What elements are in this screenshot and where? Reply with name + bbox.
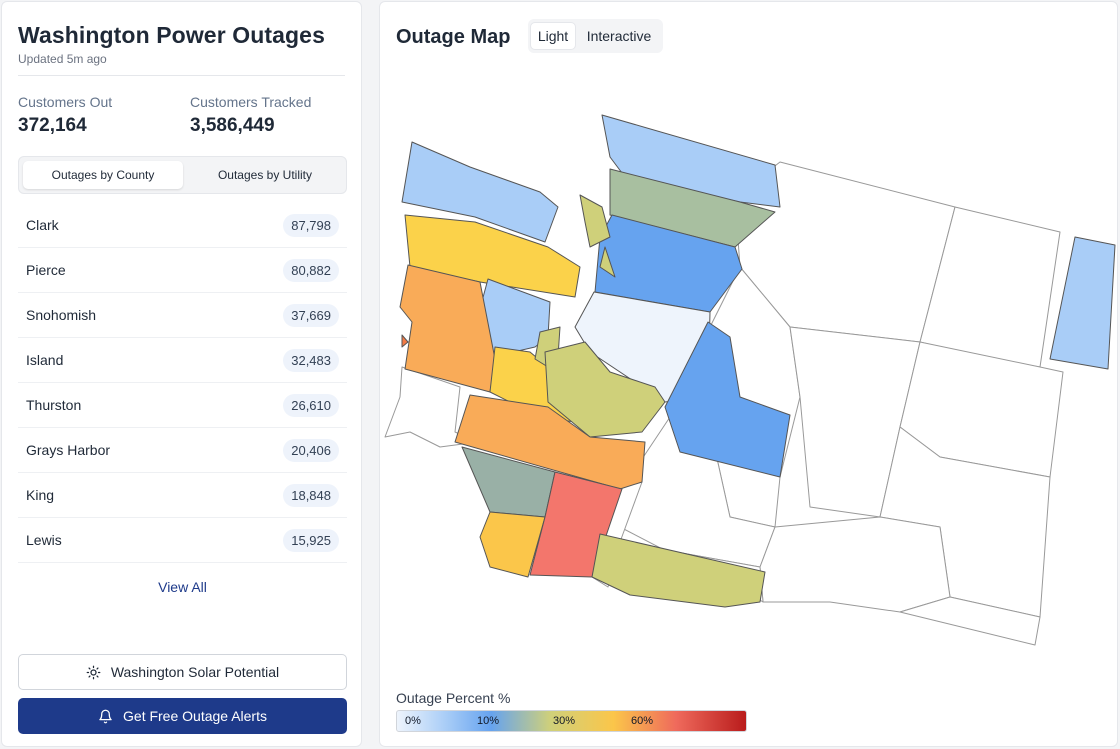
county-pierce[interactable] xyxy=(664,321,791,478)
list-item[interactable]: Thurston 26,610 xyxy=(18,383,347,428)
updated-time: Updated 5m ago xyxy=(18,52,107,66)
washington-county-map[interactable] xyxy=(380,97,1119,657)
map-title: Outage Map xyxy=(396,26,511,48)
county-island[interactable] xyxy=(579,194,616,278)
outage-percent-legend: 0% 10% 30% 60% xyxy=(396,710,747,732)
outage-summary-panel: Washington Power Outages Updated 5m ago … xyxy=(1,1,362,747)
solar-button-label: Washington Solar Potential xyxy=(110,664,280,680)
county-clallam[interactable] xyxy=(401,141,559,243)
county-garfield-asotin[interactable] xyxy=(899,596,1041,646)
list-item[interactable]: Grays Harbor 20,406 xyxy=(18,428,347,473)
sun-icon xyxy=(86,665,101,679)
list-item[interactable]: Pierce 80,882 xyxy=(18,248,347,293)
stat-label: Customers Out xyxy=(18,94,113,110)
county-pacific-wahkiakum[interactable] xyxy=(384,366,479,448)
outage-tabs: Outages by County Outages by Utility xyxy=(18,156,347,194)
list-item[interactable]: Island 32,483 xyxy=(18,338,347,383)
legend-tick: 10% xyxy=(477,715,500,727)
alerts-button-label: Get Free Outage Alerts xyxy=(123,708,267,724)
legend-tick: 30% xyxy=(553,715,576,727)
county-cowlitz[interactable] xyxy=(454,394,646,490)
outage-map-panel: Outage Map Light Interactive xyxy=(379,1,1118,747)
county-benton-franklin[interactable] xyxy=(759,516,951,613)
stat-customers-out: Customers Out 372,164 xyxy=(18,94,112,137)
list-item[interactable]: Snohomish 37,669 xyxy=(18,293,347,338)
tab-outages-by-county[interactable]: Outages by County xyxy=(23,161,183,189)
county-name: Thurston xyxy=(26,397,82,413)
outage-count-badge: 37,669 xyxy=(283,303,339,327)
county-name: Grays Harbor xyxy=(26,442,111,458)
outage-count-badge: 18,848 xyxy=(283,483,339,507)
county-list: Clark 87,798 Pierce 80,882 Snohomish 37,669… xyxy=(18,203,347,563)
county-lewis[interactable] xyxy=(544,341,666,438)
outage-alerts-button[interactable]: Get Free Outage Alerts xyxy=(18,698,347,734)
outage-count-badge: 80,882 xyxy=(283,258,339,282)
county-pend-oreille[interactable] xyxy=(1049,236,1116,370)
county-pacific[interactable] xyxy=(401,334,409,348)
page-title: Washington Power Outages xyxy=(18,22,325,48)
interactive-mode-button[interactable]: Interactive xyxy=(586,28,652,44)
legend-tick: 60% xyxy=(631,715,654,727)
legend-title: Outage Percent % xyxy=(396,690,511,706)
list-item[interactable]: King 18,848 xyxy=(18,473,347,518)
list-item[interactable]: Lewis 15,925 xyxy=(18,518,347,563)
county-name: Lewis xyxy=(26,532,62,548)
list-item[interactable]: Clark 87,798 xyxy=(18,203,347,248)
bell-icon xyxy=(99,709,112,723)
legend-tick: 0% xyxy=(405,715,421,727)
view-all-link[interactable]: View All xyxy=(158,579,207,595)
stat-value: 372,164 xyxy=(18,115,87,136)
outage-count-badge: 20,406 xyxy=(283,438,339,462)
county-name: Clark xyxy=(26,217,59,233)
county-klickitat-green[interactable] xyxy=(591,533,766,608)
divider xyxy=(18,75,345,76)
county-name: King xyxy=(26,487,55,503)
county-grays-harbor[interactable] xyxy=(399,264,496,393)
county-name: Island xyxy=(26,352,64,368)
stat-label: Customers Tracked xyxy=(190,94,312,110)
outage-count-badge: 26,610 xyxy=(283,393,339,417)
outage-count-badge: 87,798 xyxy=(283,213,339,237)
outage-count-badge: 32,483 xyxy=(283,348,339,372)
county-name: Snohomish xyxy=(26,307,97,323)
stat-value: 3,586,449 xyxy=(190,115,275,136)
light-mode-button[interactable]: Light xyxy=(530,22,576,50)
tab-outages-by-utility[interactable]: Outages by Utility xyxy=(217,168,313,182)
solar-potential-button[interactable]: Washington Solar Potential xyxy=(18,654,347,690)
stat-customers-tracked: Customers Tracked 3,586,449 xyxy=(190,94,311,137)
outage-count-badge: 15,925 xyxy=(283,528,339,552)
county-skagit[interactable] xyxy=(609,168,776,248)
county-clark[interactable] xyxy=(479,511,546,578)
map-mode-toggle: Light Interactive xyxy=(528,19,663,53)
county-name: Pierce xyxy=(26,262,66,278)
